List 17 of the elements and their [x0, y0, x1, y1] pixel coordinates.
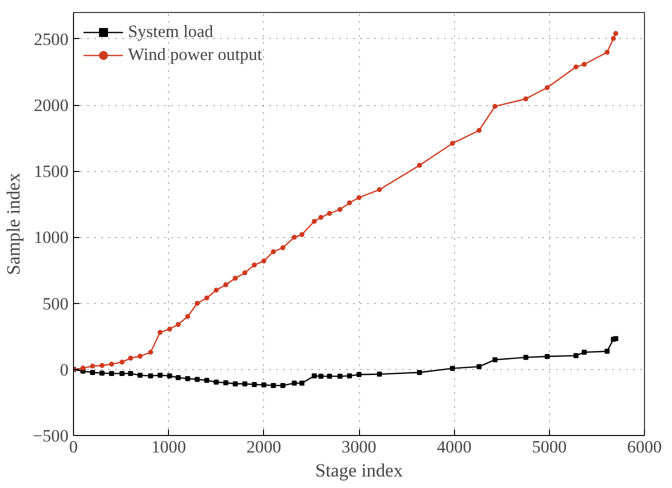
legend-label: System load: [128, 22, 214, 42]
y-tick-label: 1000: [34, 228, 68, 248]
y-tick-label: 500: [42, 294, 69, 314]
y-tick-label: 0: [60, 360, 69, 380]
x-tick-label: 6000: [627, 438, 662, 456]
y-tick-label: −500: [32, 426, 68, 446]
y-tick-label: 1500: [34, 162, 68, 182]
y-tick-label: 2000: [34, 96, 68, 116]
y-tick-label: 2500: [34, 30, 68, 49]
x-tick-label: 1000: [151, 438, 186, 456]
x-tick-label: 3000: [342, 438, 376, 456]
x-tick-label: 4000: [436, 438, 472, 456]
y-axis-title: Sample index: [4, 172, 25, 276]
x-tick-label: 5000: [532, 438, 567, 456]
x-tick-label: 2000: [246, 438, 282, 456]
legend-label: Wind power output: [128, 45, 262, 65]
x-axis-title: Stage index: [315, 460, 404, 482]
